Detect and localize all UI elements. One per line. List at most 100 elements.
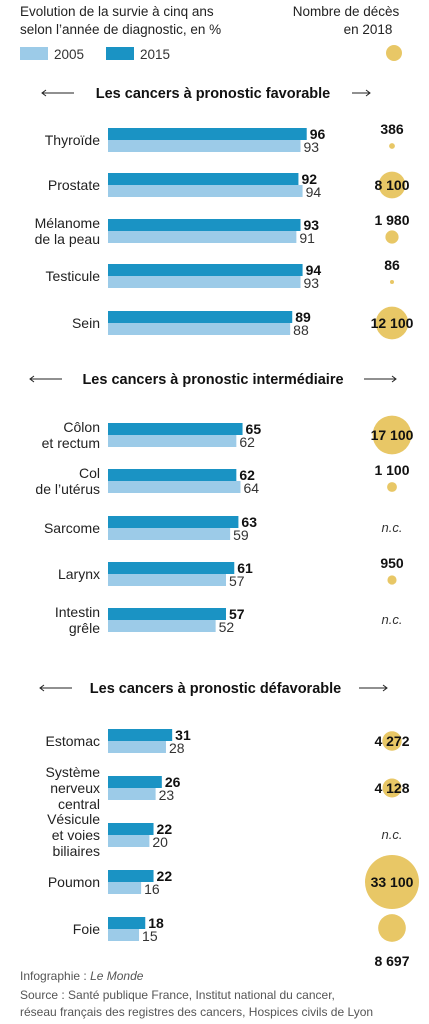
deaths-bubble [372, 415, 412, 455]
category-label: central [58, 796, 100, 812]
category-label: et voies [52, 827, 100, 843]
value-2005: 91 [299, 230, 315, 246]
bar-2005 [108, 788, 156, 800]
deaths-bubble [375, 306, 409, 340]
bar-2015 [108, 311, 293, 323]
deaths-legend-bubble [386, 45, 402, 61]
value-2005: 93 [304, 139, 320, 155]
bar-2015 [108, 128, 307, 140]
category-label: Foie [73, 921, 100, 937]
bar-2015 [108, 219, 301, 231]
credit-prefix: Infographie : [20, 969, 90, 983]
category-label: Système [46, 764, 101, 780]
category-label: Intestin [55, 604, 100, 620]
value-2005: 88 [293, 322, 309, 338]
deaths-bubble [387, 482, 397, 492]
value-2005: 20 [152, 834, 168, 850]
deaths-value: 8 100 [374, 177, 409, 193]
credit-line: Infographie : Le Monde [20, 969, 144, 983]
value-2005: 94 [306, 184, 322, 200]
category-label: de l’utérus [35, 481, 100, 497]
category-label: Mélanome [35, 215, 101, 231]
deaths-bubble [382, 731, 402, 751]
deaths-bubble [387, 575, 397, 585]
deaths-bubble [382, 778, 402, 798]
value-2015: 62 [239, 467, 255, 483]
deaths-value: 12 100 [371, 315, 414, 331]
category-label: Sarcome [44, 520, 100, 536]
value-2015: 92 [301, 171, 317, 187]
value-2015: 18 [148, 915, 164, 931]
bar-2005 [108, 741, 166, 753]
deaths-bubble [385, 230, 399, 244]
category-label: Thyroïde [45, 132, 100, 148]
legend-swatch-2005 [20, 47, 48, 60]
deaths-value: 4 128 [374, 780, 409, 796]
category-label: Larynx [58, 566, 100, 582]
section-rule-arrow-left [29, 375, 35, 383]
value-2015: 26 [165, 774, 181, 790]
deaths-title-line1: Nombre de décès [293, 4, 400, 19]
category-label: grêle [69, 620, 100, 636]
bar-2005 [108, 929, 140, 941]
category-label: Testicule [46, 268, 101, 284]
value-2005: 23 [159, 787, 175, 803]
chart-body: Les cancers à pronostic favorable Thyroïd… [29, 86, 419, 969]
deaths-bubble [389, 143, 395, 149]
deaths-bubble [378, 914, 406, 942]
survival-title-line2: selon l’année de diagnostic, en % [20, 22, 221, 37]
deaths-not-available: n.c. [382, 612, 403, 627]
category-label: Vésicule [47, 811, 100, 827]
section-rule-arrow-right [391, 375, 397, 383]
bar-2015 [108, 469, 237, 481]
value-2005: 57 [229, 573, 245, 589]
deaths-not-available: n.c. [382, 520, 403, 535]
bar-2015 [108, 173, 299, 185]
legend-label-2005: 2005 [54, 47, 84, 62]
category-label: Sein [72, 315, 100, 331]
category-label: Poumon [48, 874, 100, 890]
bar-2015 [108, 870, 154, 882]
bar-2015 [108, 516, 239, 528]
value-2005: 52 [219, 619, 235, 635]
legend-swatch-2015 [106, 47, 134, 60]
bar-2005 [108, 528, 231, 540]
bar-2015 [108, 608, 226, 620]
credit-source: Le Monde [90, 969, 144, 983]
bar-2005 [108, 140, 301, 152]
value-2005: 64 [243, 480, 259, 496]
survival-title-line1: Evolution de la survie à cinq ans [20, 4, 214, 19]
value-2015: 96 [310, 126, 326, 142]
value-2005: 28 [169, 740, 185, 756]
value-2005: 15 [142, 928, 158, 944]
bar-2015 [108, 562, 235, 574]
deaths-value: 386 [380, 121, 404, 137]
section-rule-arrow-right [382, 684, 388, 692]
bar-2005 [108, 231, 297, 243]
deaths-value: 86 [384, 257, 400, 273]
value-2015: 63 [241, 514, 257, 530]
deaths-value: 950 [380, 555, 404, 571]
category-label: Estomac [46, 733, 100, 749]
bar-2015 [108, 729, 173, 741]
section-rule-arrow-left [39, 684, 45, 692]
value-2005: 59 [233, 527, 249, 543]
bar-2015 [108, 917, 146, 929]
category-label: Côlon [63, 419, 100, 435]
deaths-bubble [378, 171, 406, 199]
category-label: et rectum [42, 435, 100, 451]
value-2015: 61 [237, 560, 253, 576]
value-2005: 16 [144, 881, 160, 897]
value-2015: 93 [304, 217, 320, 233]
category-label: nerveux [50, 780, 100, 796]
value-2015: 31 [175, 727, 191, 743]
deaths-value: 1 980 [374, 212, 409, 228]
deaths-title-line2: en 2018 [344, 22, 393, 37]
section-rule-arrow-left [41, 89, 47, 97]
bar-2005 [108, 323, 291, 335]
bar-2015 [108, 776, 162, 788]
section-rule-arrow-right [365, 89, 371, 97]
value-2005: 62 [239, 434, 255, 450]
bar-2005 [108, 835, 150, 847]
